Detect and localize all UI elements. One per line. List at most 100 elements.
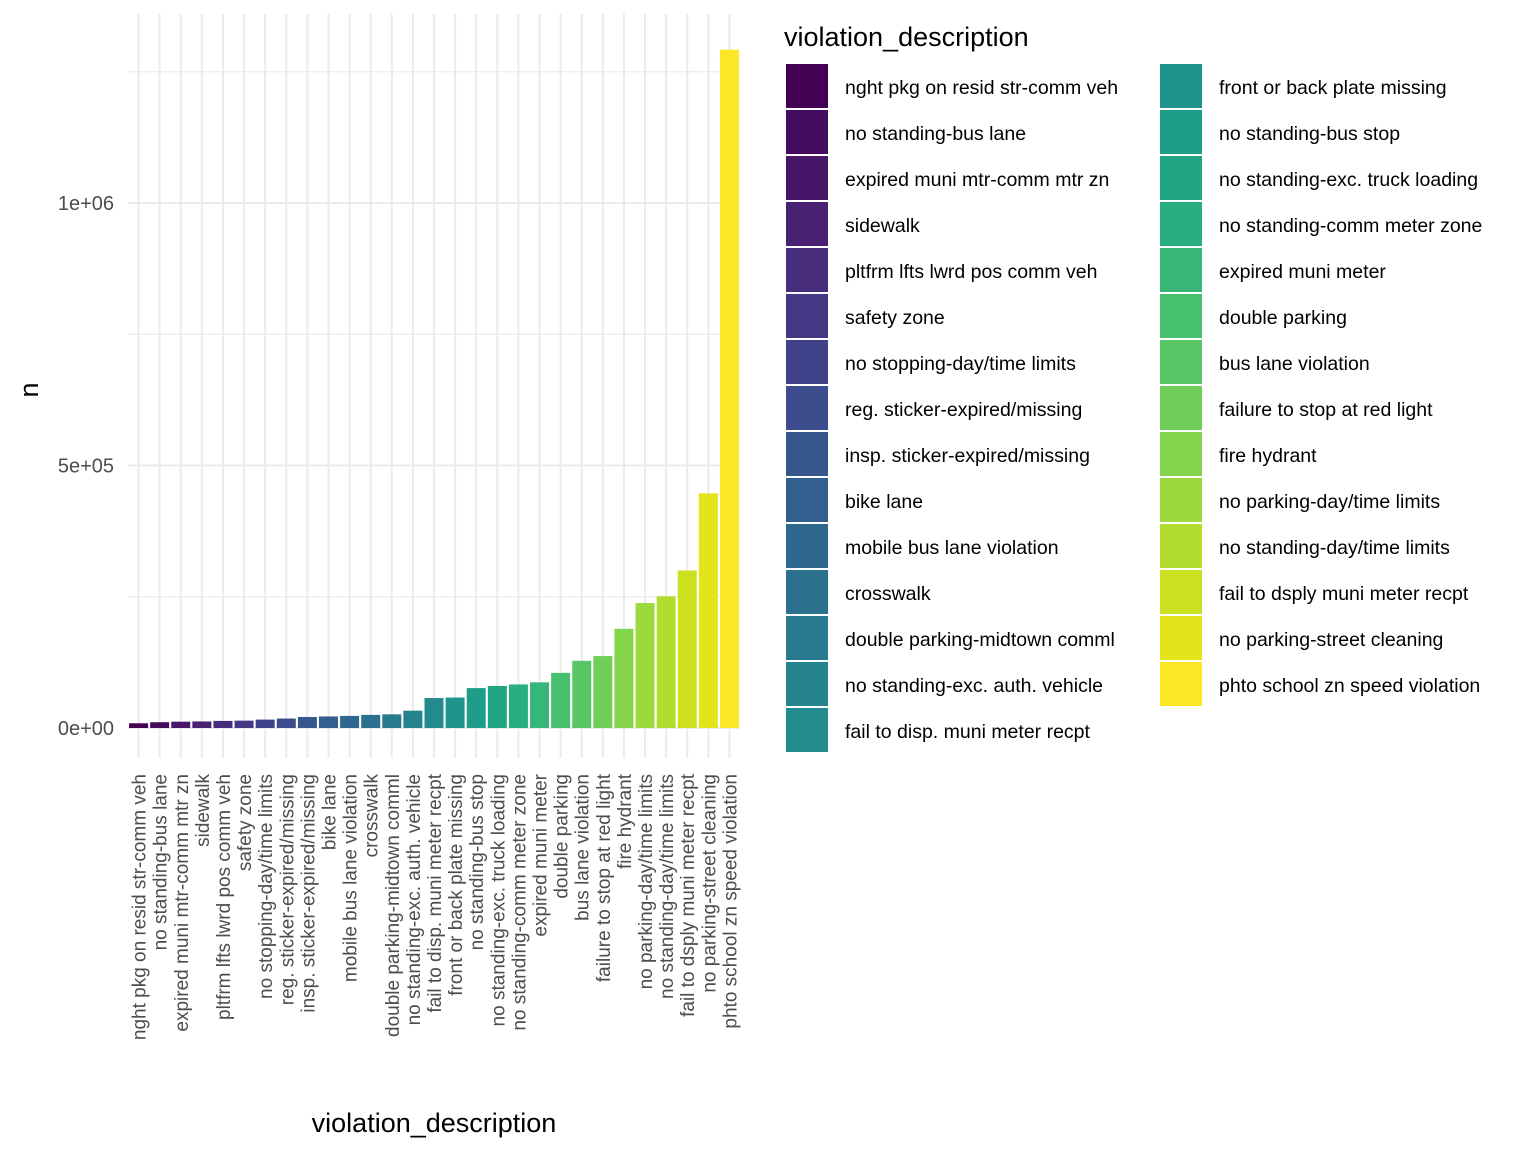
legend-key: [1160, 570, 1202, 614]
x-tick-label: reg. sticker-expired/missing: [277, 774, 298, 1005]
x-tick-label: fail to dsply muni meter recpt: [678, 773, 699, 1017]
legend-label: insp. sticker-expired/missing: [845, 445, 1090, 467]
bar: [234, 720, 254, 728]
grid-lines: [128, 14, 740, 758]
bar: [318, 716, 338, 728]
legend-key: [1160, 202, 1202, 246]
legend-key: [1160, 616, 1202, 660]
x-tick-label: mobile bus lane violation: [341, 774, 362, 982]
legend: violation_description nght pkg on resid …: [784, 22, 1482, 752]
legend-label: no stopping-day/time limits: [845, 353, 1076, 375]
legend-label: no standing-bus lane: [845, 123, 1026, 145]
legend-label: expired muni mtr-comm mtr zn: [845, 169, 1109, 191]
x-tick-label: safety zone: [235, 774, 256, 871]
legend-label: no standing-day/time limits: [1219, 537, 1450, 559]
legend-label: no standing-exc. truck loading: [1219, 169, 1478, 191]
legend-key: [786, 340, 828, 384]
legend-key: [786, 294, 828, 338]
legend-key: [1160, 478, 1202, 522]
x-tick-label: insp. sticker-expired/missing: [298, 774, 319, 1013]
legend-key: [1160, 110, 1202, 154]
x-tick-label: no standing-exc. truck loading: [488, 774, 509, 1026]
bar: [614, 628, 634, 728]
legend-label: no standing-comm meter zone: [1219, 215, 1482, 237]
bar: [213, 720, 233, 728]
bar: [276, 718, 296, 728]
legend-label: no parking-street cleaning: [1219, 629, 1443, 651]
legend-label: bike lane: [845, 491, 923, 513]
x-tick-label: front or back plate missing: [446, 774, 467, 996]
legend-key: [1160, 662, 1202, 706]
x-tick-label: pltfrm lfts lwrd pos comm veh: [214, 774, 235, 1020]
legend-label: pltfrm lfts lwrd pos comm veh: [845, 261, 1097, 283]
bar: [572, 660, 592, 728]
x-axis-ticks: nght pkg on resid str-comm veh no standin…: [130, 773, 742, 1040]
x-tick-label: phto school zn speed violation: [720, 774, 741, 1029]
legend-label: double parking: [1219, 307, 1347, 329]
bar: [297, 716, 317, 728]
bar: [150, 722, 170, 728]
x-tick-label: sidewalk: [193, 774, 214, 847]
bar: [719, 49, 739, 728]
x-axis-title: violation_description: [312, 1108, 557, 1138]
legend-key: [786, 662, 828, 706]
legend-key: [786, 570, 828, 614]
legend-key: [1160, 156, 1202, 200]
x-tick-label: double parking: [552, 774, 573, 899]
bar: [508, 684, 528, 728]
legend-key: [1160, 294, 1202, 338]
x-tick-label: no parking-street cleaning: [699, 774, 720, 993]
legend-key: [786, 616, 828, 660]
bar: [551, 672, 571, 728]
bar: [677, 570, 697, 728]
x-tick-label: crosswalk: [362, 774, 383, 858]
x-tick-label: no standing-comm meter zone: [509, 774, 530, 1031]
legend-label: expired muni meter: [1219, 261, 1386, 283]
legend-key: [1160, 432, 1202, 476]
legend-key: [1160, 248, 1202, 292]
legend-label: double parking-midtown comml: [845, 629, 1115, 651]
legend-label: safety zone: [845, 307, 945, 329]
y-tick-label: 5e+05: [58, 456, 114, 478]
legend-label: bus lane violation: [1219, 353, 1370, 375]
x-tick-label: double parking-midtown comml: [383, 774, 404, 1037]
bar: [382, 714, 402, 728]
legend-label: fire hydrant: [1219, 445, 1317, 467]
legend-label: front or back plate missing: [1219, 77, 1447, 99]
bars: [129, 49, 739, 728]
bar: [129, 723, 149, 728]
x-tick-label: failure to stop at red light: [594, 773, 615, 982]
legend-key: [786, 386, 828, 430]
x-tick-label: bus lane violation: [573, 774, 594, 921]
legend-key: [786, 248, 828, 292]
legend-key: [1160, 340, 1202, 384]
legend-items: nght pkg on resid str-comm veh no standin…: [786, 64, 1482, 752]
bar: [340, 715, 360, 728]
legend-label: failure to stop at red light: [1219, 399, 1433, 421]
bar: [424, 698, 444, 728]
x-tick-label: no standing-exc. auth. vehicle: [404, 774, 425, 1025]
legend-label: sidewalk: [845, 215, 920, 237]
legend-label: reg. sticker-expired/missing: [845, 399, 1082, 421]
bar: [192, 721, 212, 728]
bar: [530, 682, 550, 728]
legend-title: violation_description: [784, 22, 1029, 52]
legend-label: fail to dsply muni meter recpt: [1219, 583, 1469, 605]
x-tick-label: no standing-bus stop: [467, 774, 488, 950]
legend-label: fail to disp. muni meter recpt: [845, 721, 1091, 743]
x-tick-label: fire hydrant: [615, 773, 636, 869]
legend-key: [786, 708, 828, 752]
bar: [403, 710, 423, 728]
x-tick-label: no standing-bus lane: [151, 774, 172, 950]
bar: [361, 714, 381, 728]
x-tick-label: no stopping-day/time limits: [256, 774, 277, 999]
legend-key: [786, 432, 828, 476]
legend-label: no standing-bus stop: [1219, 123, 1400, 145]
legend-key: [786, 202, 828, 246]
legend-key: [1160, 386, 1202, 430]
bar: [487, 686, 507, 728]
bar: [171, 721, 191, 728]
y-axis-title: n: [14, 382, 44, 397]
legend-key: [786, 156, 828, 200]
